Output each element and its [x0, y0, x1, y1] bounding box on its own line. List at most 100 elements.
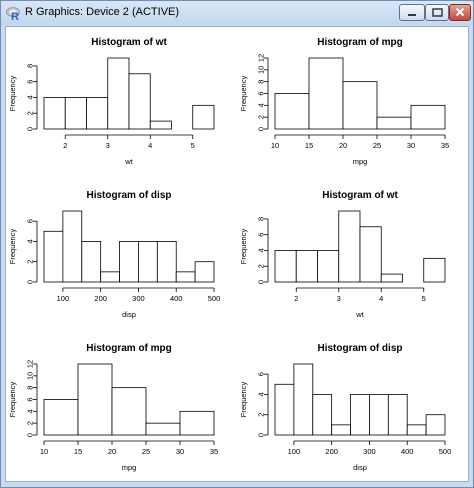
histogram-bar — [274, 93, 310, 130]
y-tick-label: 6 — [26, 219, 35, 223]
x-tick-label: 20 — [108, 447, 116, 456]
chart-title: Histogram of wt — [91, 37, 167, 48]
histogram-bar — [111, 387, 147, 436]
histogram-bar — [107, 57, 130, 130]
y-axis-label: Frequency — [8, 76, 17, 112]
histogram-panel-1: Histogram of wt 2 3 4 5 wt 0 2 4 6 8 Frequency — [8, 37, 215, 166]
histogram-bar — [376, 116, 412, 130]
chart-title: Histogram of wt — [322, 190, 398, 201]
y-tick-label: 6 — [26, 80, 35, 84]
y-tick-label: 0 — [26, 127, 35, 131]
x-tick-label: 200 — [94, 294, 107, 303]
x-tick-label: 35 — [210, 447, 218, 456]
y-tick-label: 8 — [26, 64, 35, 68]
y-tick-label: 4 — [26, 95, 35, 99]
y-tick-label: 4 — [257, 103, 266, 107]
x-tick-label: 25 — [373, 141, 381, 150]
x-tick-label: 500 — [208, 294, 221, 303]
y-tick-label: 2 — [257, 115, 266, 119]
plot-device-area: Histogram of wt 2 3 4 5 wt 0 2 4 6 8 Frequency Histo… — [5, 26, 469, 482]
y-tick-label: 2 — [26, 260, 35, 264]
window-title: R Graphics: Device 2 (ACTIVE) — [25, 6, 180, 18]
histogram-panel-6: Histogram of disp 100 200 300 400 500 disp 0 2 4 6… — [239, 343, 451, 472]
histogram-bar — [338, 210, 361, 283]
y-tick-label: 4 — [257, 392, 266, 396]
maximize-button[interactable] — [425, 4, 449, 21]
histogram-bar — [149, 120, 172, 130]
y-axis-label: Frequency — [239, 382, 248, 418]
y-tick-label: 12 — [257, 54, 266, 62]
close-button[interactable] — [449, 4, 471, 21]
histogram-panel-3: Histogram of disp 100 200 300 400 500 disp 0 2 4 6… — [8, 190, 220, 319]
y-tick-label: 12 — [26, 360, 35, 368]
histogram-bar — [119, 241, 139, 283]
x-tick-label: 10 — [271, 141, 279, 150]
y-tick-label: 8 — [257, 217, 266, 221]
histogram-bar — [175, 271, 196, 283]
histogram-bar — [194, 261, 215, 283]
histogram-panel-4: Histogram of wt 2 3 4 5 wt 0 2 4 6 8 Frequency — [239, 190, 446, 319]
histogram-bar — [192, 104, 215, 130]
x-tick-label: 4 — [148, 141, 152, 150]
x-tick-label: 5 — [422, 294, 426, 303]
histogram-panel-2: Histogram of mpg 10 15 20 25 30 35 mpg 0 2 4 6 8 10 12… — [239, 37, 449, 166]
y-tick-label: 8 — [257, 80, 266, 84]
x-axis-label: disp — [122, 310, 136, 319]
histogram-bar — [81, 241, 102, 283]
y-tick-label: 0 — [26, 280, 35, 284]
x-tick-label: 15 — [305, 141, 313, 150]
histogram-bar — [62, 210, 83, 283]
y-tick-label: 0 — [257, 280, 266, 284]
histogram-bar — [331, 424, 351, 436]
x-tick-label: 20 — [339, 141, 347, 150]
histogram-bar — [312, 394, 333, 436]
histogram-bar — [423, 257, 446, 283]
x-tick-label: 400 — [401, 447, 414, 456]
histogram-bar — [86, 97, 109, 130]
x-tick-label: 3 — [337, 294, 341, 303]
histogram-bar — [317, 250, 340, 283]
y-tick-label: 8 — [26, 386, 35, 390]
x-tick-label: 15 — [74, 447, 82, 456]
x-tick-label: 500 — [439, 447, 452, 456]
histogram-bar — [138, 241, 158, 283]
histogram-grid: Histogram of wt 2 3 4 5 wt 0 2 4 6 8 Frequency Histo… — [8, 37, 451, 472]
chart-title: Histogram of disp — [86, 190, 171, 201]
r-logo-icon: R — [6, 7, 20, 21]
y-axis-label: Frequency — [8, 382, 17, 418]
minimize-button[interactable] — [399, 4, 425, 21]
x-tick-label: 3 — [106, 141, 110, 150]
histogram-bar — [43, 97, 66, 130]
maximize-icon — [432, 8, 443, 17]
histogram-bar — [387, 394, 408, 436]
histogram-bar — [406, 424, 427, 436]
y-axis-label: Frequency — [8, 229, 17, 265]
y-tick-label: 6 — [257, 372, 266, 376]
x-tick-label: 400 — [170, 294, 183, 303]
histogram-bar — [274, 250, 297, 283]
y-axis-label: Frequency — [239, 229, 248, 265]
y-tick-label: 2 — [26, 421, 35, 425]
x-tick-label: 10 — [40, 447, 48, 456]
minimize-icon — [408, 14, 416, 16]
histogram-bar — [43, 399, 79, 436]
y-tick-label: 6 — [26, 397, 35, 401]
title-bar[interactable]: R R Graphics: Device 2 (ACTIVE) — [1, 1, 473, 25]
histogram-bar — [380, 273, 403, 283]
histogram-bar — [425, 414, 446, 436]
x-tick-label: 30 — [176, 447, 184, 456]
y-tick-label: 10 — [26, 372, 35, 380]
x-axis-label: wt — [124, 157, 133, 166]
histogram-bar — [43, 230, 64, 283]
y-tick-label: 4 — [26, 409, 35, 413]
x-tick-label: 4 — [379, 294, 383, 303]
y-tick-label: 6 — [257, 91, 266, 95]
x-axis-label: disp — [353, 463, 367, 472]
histogram-bar — [293, 363, 314, 436]
histogram-bar — [64, 97, 87, 130]
histogram-bar — [145, 422, 181, 436]
histogram-bar — [274, 383, 295, 436]
histogram-bar — [359, 226, 382, 283]
histogram-bar — [350, 394, 370, 436]
